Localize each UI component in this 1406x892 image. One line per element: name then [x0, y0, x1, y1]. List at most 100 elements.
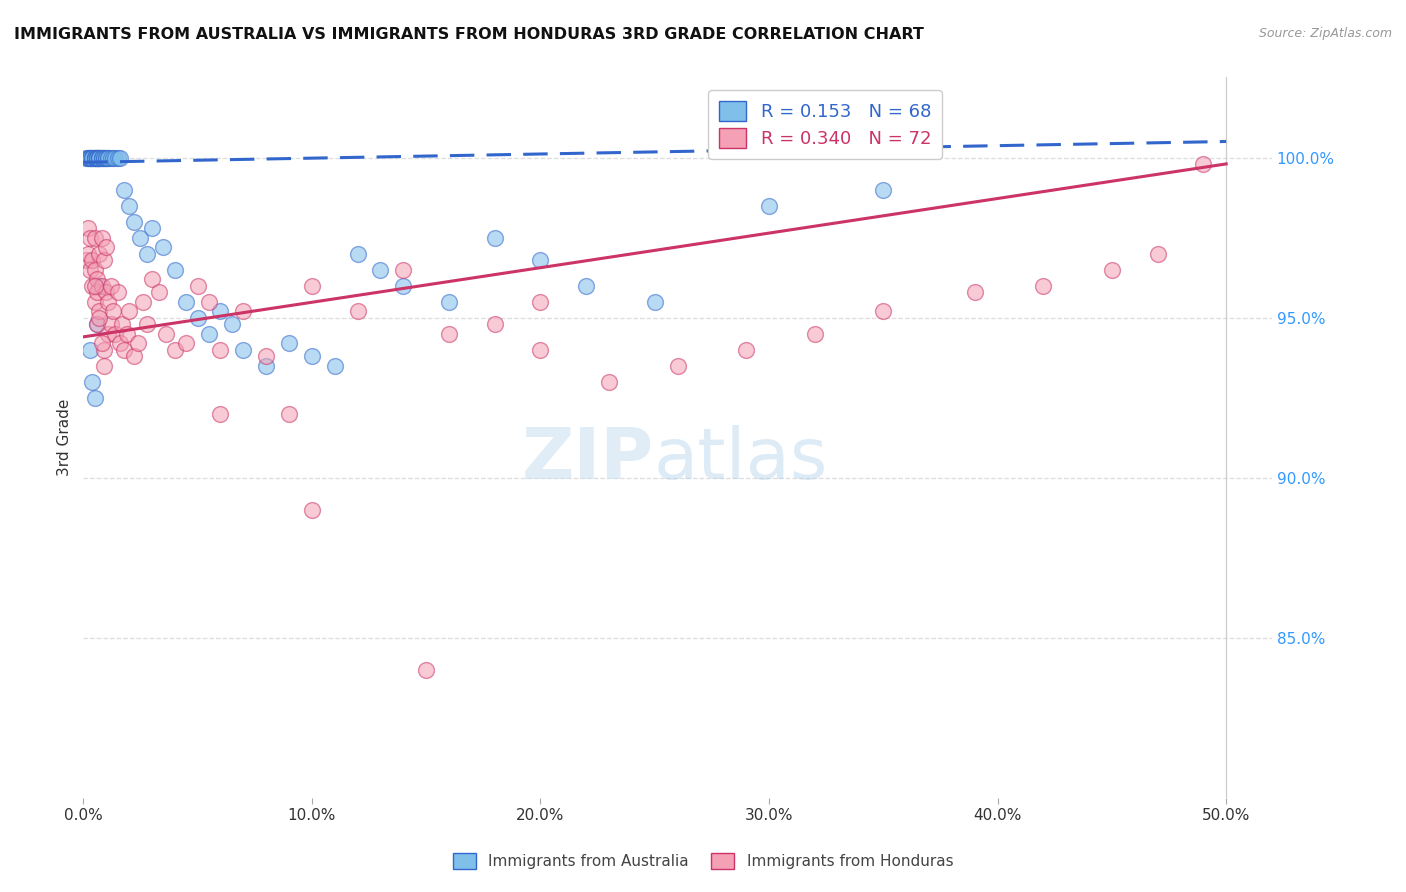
- Point: [83, 230, 105, 244]
- Point: [198, 294, 221, 309]
- Point: [97, 326, 120, 341]
- Point: [232, 304, 254, 318]
- Point: [83, 151, 105, 165]
- Y-axis label: 3rd Grade: 3rd Grade: [58, 399, 72, 476]
- Point: [82, 151, 104, 165]
- Point: [392, 278, 415, 293]
- Point: [82, 151, 104, 165]
- Point: [90, 336, 112, 351]
- Point: [1146, 246, 1168, 260]
- Point: [86, 272, 108, 286]
- Point: [301, 278, 323, 293]
- Point: [107, 285, 129, 299]
- Point: [79, 343, 101, 357]
- Point: [76, 246, 98, 260]
- Point: [90, 151, 112, 165]
- Point: [100, 151, 122, 165]
- Point: [254, 359, 277, 373]
- Point: [278, 336, 301, 351]
- Point: [118, 198, 141, 212]
- Point: [83, 151, 105, 165]
- Point: [163, 262, 186, 277]
- Point: [107, 151, 129, 165]
- Point: [83, 278, 105, 293]
- Point: [1192, 157, 1215, 171]
- Point: [127, 336, 149, 351]
- Point: [136, 317, 159, 331]
- Point: [803, 326, 825, 341]
- Point: [82, 151, 104, 165]
- Point: [86, 151, 108, 165]
- Point: [254, 349, 277, 363]
- Point: [209, 407, 232, 421]
- Point: [82, 278, 104, 293]
- Point: [122, 349, 145, 363]
- Point: [79, 151, 101, 165]
- Point: [155, 326, 177, 341]
- Point: [101, 151, 124, 165]
- Point: [122, 214, 145, 228]
- Point: [90, 278, 112, 293]
- Point: [598, 375, 620, 389]
- Point: [529, 252, 551, 267]
- Text: ZIP: ZIP: [522, 425, 654, 494]
- Point: [97, 151, 120, 165]
- Point: [437, 326, 460, 341]
- Point: [82, 252, 104, 267]
- Point: [86, 317, 108, 331]
- Point: [232, 343, 254, 357]
- Point: [75, 252, 97, 267]
- Point: [97, 294, 120, 309]
- Point: [79, 151, 101, 165]
- Point: [187, 278, 209, 293]
- Point: [100, 317, 122, 331]
- Point: [93, 343, 115, 357]
- Point: [94, 285, 117, 299]
- Point: [89, 310, 111, 325]
- Point: [89, 278, 111, 293]
- Legend: Immigrants from Australia, Immigrants from Honduras: Immigrants from Australia, Immigrants fr…: [447, 847, 959, 875]
- Point: [644, 294, 666, 309]
- Point: [187, 310, 209, 325]
- Point: [141, 272, 163, 286]
- Point: [94, 151, 117, 165]
- Point: [76, 221, 98, 235]
- Point: [90, 230, 112, 244]
- Point: [1032, 278, 1054, 293]
- Point: [529, 294, 551, 309]
- Point: [758, 198, 780, 212]
- Point: [104, 326, 127, 341]
- Point: [484, 230, 506, 244]
- Point: [221, 317, 243, 331]
- Point: [94, 240, 117, 254]
- Point: [141, 221, 163, 235]
- Point: [89, 304, 111, 318]
- Point: [209, 343, 232, 357]
- Point: [76, 151, 98, 165]
- Point: [100, 278, 122, 293]
- Point: [75, 151, 97, 165]
- Point: [83, 262, 105, 277]
- Point: [666, 359, 689, 373]
- Point: [1101, 262, 1123, 277]
- Point: [86, 285, 108, 299]
- Point: [346, 246, 368, 260]
- Point: [437, 294, 460, 309]
- Point: [89, 246, 111, 260]
- Point: [152, 240, 174, 254]
- Point: [115, 326, 138, 341]
- Point: [136, 246, 159, 260]
- Point: [90, 151, 112, 165]
- Point: [89, 151, 111, 165]
- Point: [93, 252, 115, 267]
- Point: [82, 375, 104, 389]
- Point: [278, 407, 301, 421]
- Point: [129, 230, 152, 244]
- Point: [114, 343, 136, 357]
- Text: Source: ZipAtlas.com: Source: ZipAtlas.com: [1258, 27, 1392, 40]
- Point: [963, 285, 986, 299]
- Point: [118, 304, 141, 318]
- Point: [415, 663, 437, 677]
- Point: [93, 359, 115, 373]
- Point: [93, 151, 115, 165]
